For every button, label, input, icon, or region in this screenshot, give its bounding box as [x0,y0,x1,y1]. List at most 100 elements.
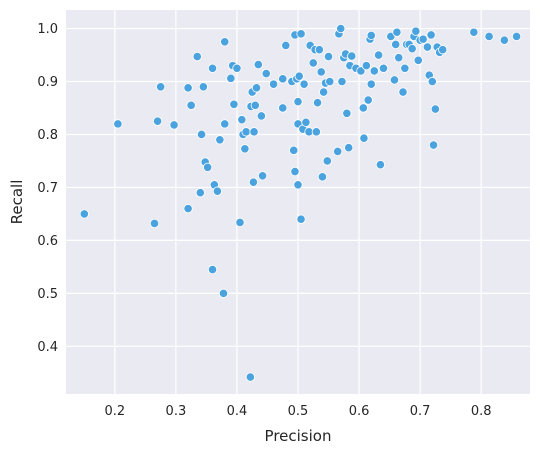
y-tick-label: 0.9 [37,75,58,90]
y-tick-label: 0.6 [37,234,58,249]
data-point [323,52,334,62]
x-tick-label: 0.2 [104,404,125,419]
data-point [398,87,408,97]
data-point [256,111,266,121]
data-point [192,52,202,62]
data-point [375,160,386,170]
data-point [366,79,376,89]
data-point [422,42,433,52]
data-point [241,127,251,137]
data-point [378,63,389,73]
data-point [325,76,335,87]
data-point [218,288,229,298]
data-point [499,35,509,45]
y-axis-label: Recall [8,180,26,225]
data-point [363,95,373,105]
data-point [250,100,260,110]
x-tick-label: 0.4 [227,404,248,419]
data-point [314,45,324,55]
data-point [296,29,306,39]
data-point [198,82,208,92]
data-point [391,39,401,50]
y-tick-labels: 0.4 0.5 0.6 0.7 0.8 0.9 1.0 [37,22,58,355]
data-point [293,97,303,107]
data-point [195,188,205,198]
data-point [261,68,271,79]
data-point [196,129,207,140]
x-axis-label: Precision [265,427,332,445]
data-point [293,180,303,190]
data-point [392,27,402,37]
y-tick-label: 0.4 [37,340,58,355]
data-point [226,73,236,83]
data-point [316,67,326,77]
data-point [212,186,223,196]
data-point [257,171,268,181]
data-point [183,204,193,214]
data-point [312,98,323,108]
data-point [369,66,379,76]
data-point [220,37,230,47]
data-point [268,79,279,89]
data-point [113,119,123,129]
x-tick-label: 0.7 [410,404,431,419]
data-point [245,372,255,382]
data-point [203,162,213,172]
data-point [411,26,421,36]
x-tick-label: 0.6 [349,404,370,419]
data-point [347,51,357,61]
x-tick-label: 0.5 [288,404,309,419]
data-point [430,104,440,114]
data-point [281,40,291,51]
data-point [333,146,343,157]
data-point [156,82,166,92]
data-point [426,30,436,40]
data-point [366,30,376,41]
data-point [237,115,247,125]
data-point [207,264,218,275]
data-point [169,120,179,130]
y-tick-label: 0.8 [37,128,58,143]
data-point [278,103,288,113]
data-point [322,156,332,166]
data-point [79,209,89,219]
data-point [299,79,309,89]
data-point [428,140,439,150]
data-point [232,63,242,73]
data-point [319,87,329,97]
data-point [253,59,263,70]
data-point [207,63,218,73]
data-point [301,117,311,127]
data-point [400,63,410,73]
y-tick-label: 0.5 [37,287,58,302]
data-point [240,144,250,154]
data-point [296,214,306,224]
y-tick-label: 1.0 [37,22,58,37]
data-point [235,217,245,227]
data-point [308,58,318,68]
x-tick-labels: 0.2 0.3 0.4 0.5 0.6 0.7 0.8 [104,404,491,419]
data-point [394,53,404,63]
data-point [438,45,448,55]
data-point [289,145,299,155]
data-point [248,177,259,187]
data-point [344,143,354,153]
data-point [152,116,163,126]
data-point [389,75,400,85]
data-point [251,83,262,93]
data-point [336,23,346,34]
data-point [290,166,300,177]
data-point [484,31,494,42]
data-point [186,100,196,110]
data-point [418,34,428,44]
data-point [407,44,417,54]
y-tick-label: 0.7 [37,181,58,196]
data-point [215,135,225,145]
x-tick-label: 0.8 [471,404,492,419]
data-point [149,218,160,229]
data-point [361,61,371,71]
data-point [373,50,384,60]
data-point [278,74,288,84]
data-point [342,108,352,118]
